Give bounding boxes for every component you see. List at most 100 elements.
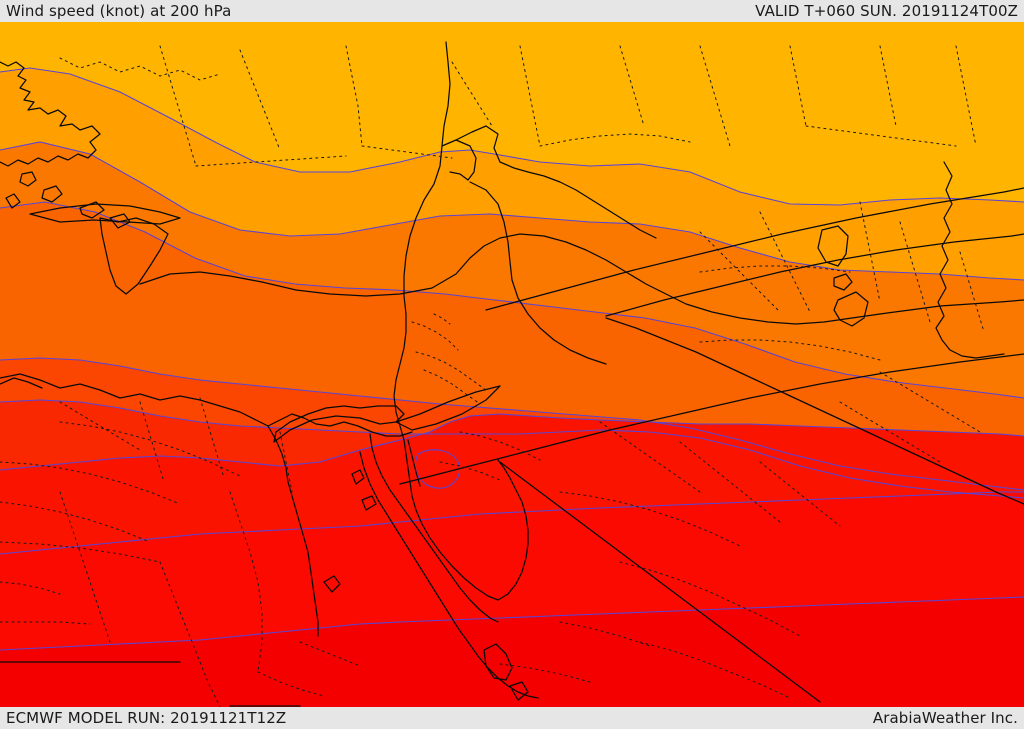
map-title: Wind speed (knot) at 200 hPa: [6, 2, 232, 20]
admin-border: [59, 491, 111, 643]
contour-line: [0, 491, 1024, 555]
admin-border: [415, 351, 487, 391]
admin-border: [599, 421, 701, 493]
coastline: [0, 373, 413, 437]
administrative-boundaries: [0, 45, 985, 707]
island-outline: [395, 385, 501, 431]
island-outline: [5, 193, 21, 209]
admin-border: [59, 401, 141, 451]
admin-border: [0, 541, 161, 563]
admin-border: [459, 431, 541, 461]
admin-border: [619, 561, 801, 637]
contour-lines: [0, 67, 1024, 651]
island-outline: [19, 171, 37, 187]
contour-line: [0, 399, 1024, 499]
admin-border: [299, 641, 361, 667]
admin-border: [345, 45, 363, 147]
header-bar: Wind speed (knot) at 200 hPa VALID T+060…: [0, 0, 1024, 22]
coastlines-and-borders: [0, 41, 1024, 707]
admin-border: [559, 491, 741, 547]
coastline: [499, 461, 821, 703]
coastline: [407, 439, 421, 487]
admin-border: [159, 45, 197, 167]
border-line: [605, 317, 1024, 505]
contour-line: [0, 596, 1024, 651]
fill-band-8: [0, 597, 1024, 707]
admin-border: [639, 641, 791, 699]
admin-border: [619, 45, 645, 127]
lake-outline: [833, 291, 869, 327]
admin-border: [195, 155, 347, 167]
admin-border: [423, 369, 481, 405]
border-line: [455, 125, 657, 239]
contour-line: [0, 141, 1024, 281]
admin-border: [879, 371, 981, 433]
admin-border: [439, 461, 501, 481]
coastline: [369, 433, 499, 623]
coastline: [393, 41, 451, 469]
contour-line: [0, 357, 1024, 491]
admin-border: [0, 461, 181, 505]
border-line: [399, 353, 1024, 485]
contour-line: [0, 201, 1024, 399]
admin-border: [699, 339, 881, 361]
border-line: [485, 187, 1024, 311]
admin-border: [159, 561, 221, 707]
contour-line: [0, 67, 1024, 206]
island-outline: [273, 405, 405, 443]
lake-outline: [817, 225, 849, 267]
island-outline: [509, 681, 529, 701]
wind-speed-contour-map: [0, 22, 1024, 707]
admin-border: [279, 431, 293, 493]
admin-border: [451, 61, 493, 127]
island-outline: [483, 643, 513, 681]
admin-border: [519, 45, 541, 147]
border-line: [469, 181, 607, 365]
coastline: [0, 61, 101, 167]
admin-border: [257, 671, 325, 697]
contour-fill-bands: [0, 22, 1024, 707]
admin-border: [411, 321, 459, 351]
island-outline: [361, 495, 377, 511]
admin-border: [759, 211, 811, 313]
weather-map-canvas[interactable]: [0, 22, 1024, 707]
coastline: [0, 377, 43, 389]
coastline: [407, 459, 529, 601]
provider-credit: ArabiaWeather Inc.: [872, 709, 1018, 727]
island-outline: [79, 201, 105, 219]
admin-border: [0, 501, 151, 543]
admin-border: [59, 421, 241, 477]
admin-border: [539, 133, 691, 147]
admin-border: [699, 265, 851, 273]
valid-time-label: VALID T+060 SUN. 20191124T00Z: [755, 2, 1018, 20]
admin-border: [955, 45, 977, 147]
admin-border: [139, 401, 165, 483]
admin-border: [199, 397, 225, 479]
admin-border: [759, 461, 841, 527]
coastline: [99, 217, 169, 295]
river-outline: [267, 425, 319, 637]
border-line: [605, 233, 1024, 317]
island-outline: [41, 185, 63, 203]
border-line: [935, 161, 1005, 359]
admin-border: [229, 491, 263, 673]
model-run-label: ECMWF MODEL RUN: 20191121T12Z: [6, 709, 287, 727]
admin-border: [879, 45, 897, 127]
admin-border: [0, 581, 61, 595]
admin-border: [239, 49, 281, 151]
border-line: [441, 139, 477, 181]
lake-outline: [833, 273, 853, 291]
island-outline: [351, 469, 365, 485]
admin-border: [859, 201, 881, 303]
admin-border: [839, 401, 941, 463]
contour-line: [414, 449, 460, 489]
admin-border: [789, 45, 807, 127]
admin-border: [699, 231, 781, 313]
admin-border: [959, 251, 985, 333]
admin-border: [59, 57, 221, 81]
island-outline: [323, 575, 341, 593]
admin-border: [805, 125, 957, 147]
contour-line: [0, 413, 1024, 471]
footer-bar: ECMWF MODEL RUN: 20191121T12Z ArabiaWeat…: [0, 707, 1024, 729]
